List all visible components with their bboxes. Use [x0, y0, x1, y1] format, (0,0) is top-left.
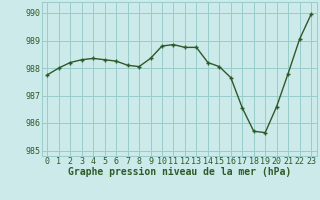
X-axis label: Graphe pression niveau de la mer (hPa): Graphe pression niveau de la mer (hPa)	[68, 167, 291, 177]
